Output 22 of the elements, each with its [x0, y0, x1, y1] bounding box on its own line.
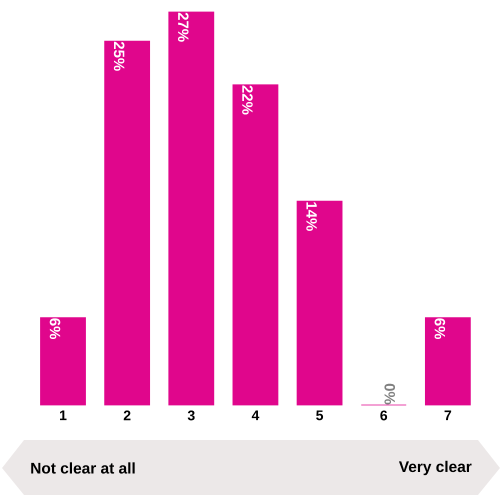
bar: [424, 317, 471, 406]
bar: [232, 84, 278, 406]
data-label: 25%: [114, 42, 124, 71]
bar: [296, 200, 342, 406]
x-tick-label: 6: [380, 410, 388, 420]
data-label: 6%: [50, 318, 60, 340]
data-label: 14%: [306, 202, 317, 231]
bar: [168, 12, 214, 406]
x-tick-label: 3: [188, 410, 195, 420]
text: Not clear at all: [31, 462, 135, 474]
bar: [104, 40, 150, 406]
x-tick-label: 5: [316, 410, 324, 420]
x-tick-label: 1: [60, 410, 67, 420]
data-label: 0%: [384, 384, 396, 404]
x-tick-label: 2: [124, 410, 130, 420]
data-label: 22%: [242, 85, 253, 114]
bar: [40, 317, 86, 406]
x-tick-label: 7: [444, 410, 452, 420]
data-label: 6%: [434, 318, 446, 340]
x-tick-label: 4: [252, 410, 260, 420]
data-label: 27%: [178, 12, 189, 42]
text: Very clear: [398, 460, 472, 476]
